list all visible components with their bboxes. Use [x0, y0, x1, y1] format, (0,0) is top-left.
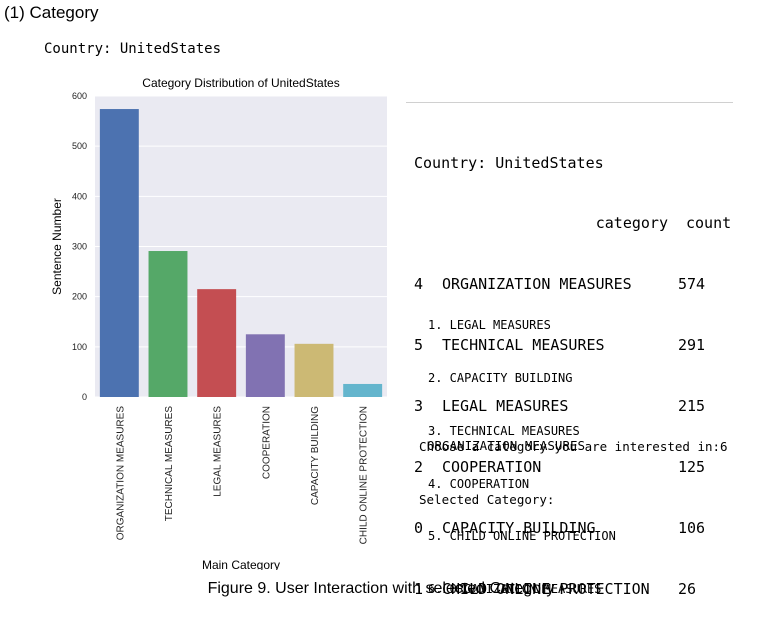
y-tick-label: 600 [72, 91, 87, 101]
x-axis-label: Main Category [202, 558, 280, 570]
row-index: 4 [414, 275, 424, 294]
table-row: 3 LEGAL MEASURES 215 [414, 396, 738, 416]
row-count: 106 [678, 518, 706, 537]
list-item: 2. CAPACITY BUILDING [428, 370, 573, 385]
x-tick-label: COOPERATION [261, 406, 272, 479]
prompt-block: Choose a category you are interested in:… [419, 403, 728, 526]
list-item: 6. ORGANIZATION MEASURES [428, 582, 602, 597]
selected-value: ORGANIZATION MEASURES [427, 438, 586, 453]
row-category: CAPACITY BUILDING [442, 518, 596, 537]
console-table: Country: UnitedStates category count 4 O… [414, 112, 738, 619]
list-item: 4. COOPERATION [428, 476, 530, 491]
row-index: 3 [414, 397, 424, 416]
output-divider [406, 102, 733, 103]
bar-organization-measures [99, 109, 139, 397]
section-heading: (1) Category [4, 3, 99, 22]
table-row: 5 TECHNICAL MEASURES 291 [414, 335, 738, 355]
header-count: count [686, 214, 732, 233]
x-tick-label: TECHNICAL MEASURES [164, 406, 175, 522]
y-tick-label: 200 [72, 292, 87, 302]
row-count: 26 [678, 579, 697, 598]
list-item: 5. CHILD ONLINE PROTECTION [428, 529, 616, 544]
bar-child-online-protection [343, 383, 383, 397]
row-count: 215 [678, 397, 706, 416]
selected-label: Selected Category: [419, 491, 555, 507]
bar-capacity-building [294, 343, 334, 397]
y-tick-label: 300 [72, 242, 87, 252]
row-index: 1 [414, 579, 424, 598]
category-options: 1. LEGAL MEASURES 2. CAPACITY BUILDING 3… [428, 282, 616, 616]
table-row: 1 CHILD ONLINE PROTECTION 26 [414, 579, 738, 599]
list-item: 3. TECHNICAL MEASURES [428, 423, 580, 438]
x-tick-label: LEGAL MEASURES [213, 406, 224, 497]
list-item: 1. LEGAL MEASURES [428, 318, 551, 333]
row-count: 125 [678, 458, 706, 477]
y-tick-label: 0 [82, 392, 87, 402]
row-index: 0 [414, 518, 424, 537]
figure-caption: Figure 9. User Interaction with selected… [207, 580, 555, 597]
x-tick-label: CAPACITY BUILDING [310, 406, 321, 505]
input-prompt: Choose a category you are interested in:… [419, 439, 728, 454]
header-category: category [595, 214, 668, 233]
console-country: Country: UnitedStates [414, 153, 604, 172]
x-tick-label: ORGANIZATION MEASURES [115, 406, 126, 541]
y-tick-label: 500 [72, 141, 87, 151]
table-header: category count [414, 213, 738, 233]
x-tick-label: CHILD ONLINE PROTECTION [359, 406, 370, 544]
row-index: 2 [414, 458, 424, 477]
row-category: ORGANIZATION MEASURES [442, 275, 632, 294]
chart-title: Category Distribution of UnitedStates [142, 76, 339, 90]
y-tick-label: 100 [72, 342, 87, 352]
row-category: TECHNICAL MEASURES [442, 336, 605, 355]
row-category: LEGAL MEASURES [442, 397, 569, 416]
bar-chart: 0 100 200 300 400 500 600 ORGANIZATION MEASURE… [50, 76, 387, 570]
bar-legal-measures [197, 289, 237, 397]
row-count: 574 [678, 275, 706, 294]
y-axis-label: Sentence Number [50, 198, 64, 295]
row-count: 291 [678, 336, 706, 355]
bar-cooperation [245, 334, 285, 397]
row-index: 5 [414, 336, 424, 355]
row-category: COOPERATION [442, 458, 542, 477]
row-category: CHILD ONLINE PROTECTION [442, 579, 650, 598]
table-row: 2 COOPERATION 125 [414, 457, 738, 477]
y-tick-label: 400 [72, 191, 87, 201]
country-label: Country: UnitedStates [44, 41, 222, 57]
bar-technical-measures [148, 251, 188, 397]
table-row: 0 CAPACITY BUILDING 106 [414, 518, 738, 538]
table-row: 4 ORGANIZATION MEASURES 574 [414, 274, 738, 294]
